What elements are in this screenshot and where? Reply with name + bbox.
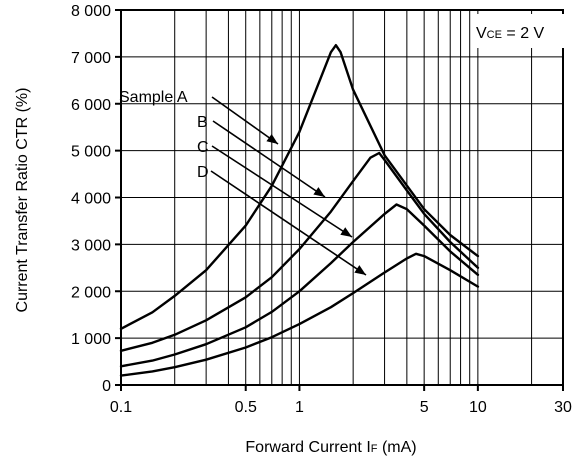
series-annotations: Sample A B C D <box>119 89 209 181</box>
x-axis-title-unit: (mA) <box>378 439 417 456</box>
condition-box <box>473 14 565 48</box>
condition-label: VCE = 2 V <box>476 25 545 42</box>
series-label-c: C <box>197 139 209 156</box>
series-label-b: B <box>197 114 208 131</box>
grid <box>121 10 563 385</box>
tick-marks <box>115 9 564 391</box>
leader-line-d <box>210 170 367 276</box>
x-tick-label: 30 <box>554 399 572 416</box>
series-label-d: D <box>197 164 209 181</box>
tick-labels: 0 1 000 2 000 3 000 4 000 5 000 6 000 7 000 8 00… <box>71 3 572 416</box>
y-axis-title: Current Transfer Ratio CTR (%) <box>14 88 31 313</box>
x-axis-title-main: Forward Current I <box>245 439 370 456</box>
x-tick-label: 0.5 <box>235 399 257 416</box>
arrowhead-b <box>313 187 325 197</box>
series-line-d <box>119 252 480 377</box>
series-line-a <box>119 44 480 330</box>
x-tick-label: 1 <box>295 399 304 416</box>
y-tick-label: 5 000 <box>71 144 111 161</box>
x-axis-title-sub: F <box>371 443 378 455</box>
series-line-c <box>119 203 480 368</box>
condition-sub: CE <box>487 29 502 41</box>
annotation-leaders <box>210 96 367 276</box>
x-tick-label: 10 <box>469 399 487 416</box>
series-line-b <box>119 151 480 352</box>
y-tick-label: 1 000 <box>71 331 111 348</box>
condition-main: V <box>476 25 487 42</box>
leader-line-b <box>212 120 326 198</box>
y-tick-label: 3 000 <box>71 237 111 254</box>
y-tick-label: 2 000 <box>71 284 111 301</box>
arrowhead-d <box>354 265 366 275</box>
condition-rest: = 2 V <box>502 25 545 42</box>
x-axis-title: Forward Current IF (mA) <box>245 439 416 456</box>
leader-line-c <box>211 145 353 238</box>
x-tick-label: 5 <box>420 399 429 416</box>
y-tick-label: 8 000 <box>71 3 111 20</box>
series-label-a: Sample A <box>119 89 188 106</box>
y-tick-label: 4 000 <box>71 191 111 208</box>
leader-line-a <box>211 96 279 145</box>
y-tick-label: 0 <box>102 378 111 395</box>
arrowhead-a <box>266 133 278 144</box>
arrowhead-c <box>340 227 352 237</box>
series-lines <box>119 44 480 377</box>
y-tick-label: 7 000 <box>71 50 111 67</box>
x-tick-label: 0.1 <box>110 399 132 416</box>
y-tick-label: 6 000 <box>71 97 111 114</box>
